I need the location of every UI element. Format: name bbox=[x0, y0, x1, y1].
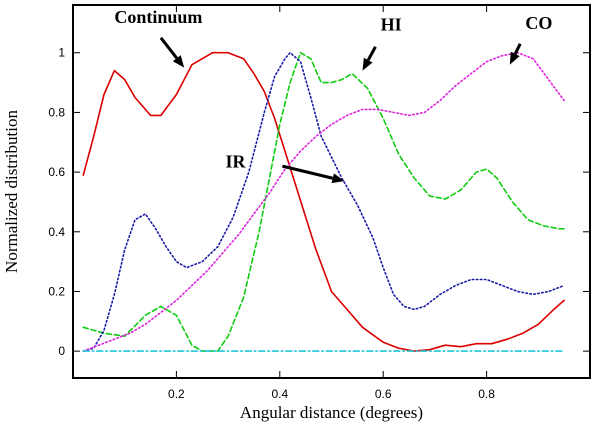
x-tick-label: 0.6 bbox=[375, 387, 392, 401]
y-tick-label: 0 bbox=[58, 344, 65, 358]
annotation-arrowhead bbox=[331, 173, 345, 184]
annotation-arrowhead bbox=[172, 55, 185, 68]
x-tick-label: 0.8 bbox=[478, 387, 495, 401]
annotation-arrow bbox=[513, 43, 522, 55]
x-tick-label: 0.4 bbox=[271, 387, 288, 401]
annotation-label: IR bbox=[226, 152, 247, 172]
annotation-label: HI bbox=[381, 14, 402, 34]
series-line-ir bbox=[82, 51, 565, 352]
annotations-layer: Continuum HI CO IR bbox=[114, 7, 552, 184]
x-axis-label: Angular distance (degrees) bbox=[240, 403, 423, 422]
y-axis-label: Normalized distribution bbox=[2, 110, 21, 273]
annotation-label: Continuum bbox=[114, 7, 202, 27]
plot-frame bbox=[72, 4, 591, 379]
annotation-label: CO bbox=[525, 13, 552, 33]
y-tick-label: 0.4 bbox=[48, 225, 65, 239]
y-tick-label: 0.8 bbox=[48, 105, 65, 119]
x-tick-label: 0.2 bbox=[168, 387, 185, 401]
series-line-co bbox=[82, 51, 565, 352]
series-line-continuum bbox=[82, 51, 565, 352]
series-layer bbox=[82, 51, 565, 352]
series-line-hi bbox=[82, 51, 565, 352]
annotation-arrow bbox=[282, 164, 334, 180]
ticks-layer: 0 0.2 0.4 0.6 0.8 1 0.2 0.4 0.6 0.8 bbox=[48, 5, 590, 401]
y-tick-label: 0.2 bbox=[48, 284, 65, 298]
annotation-arrowhead bbox=[362, 57, 373, 71]
annotation-arrow bbox=[366, 46, 377, 61]
annotation-arrowhead bbox=[509, 51, 520, 65]
y-tick-label: 1 bbox=[58, 46, 65, 60]
y-tick-label: 0.6 bbox=[48, 165, 65, 179]
annotation-arrow bbox=[159, 36, 178, 60]
